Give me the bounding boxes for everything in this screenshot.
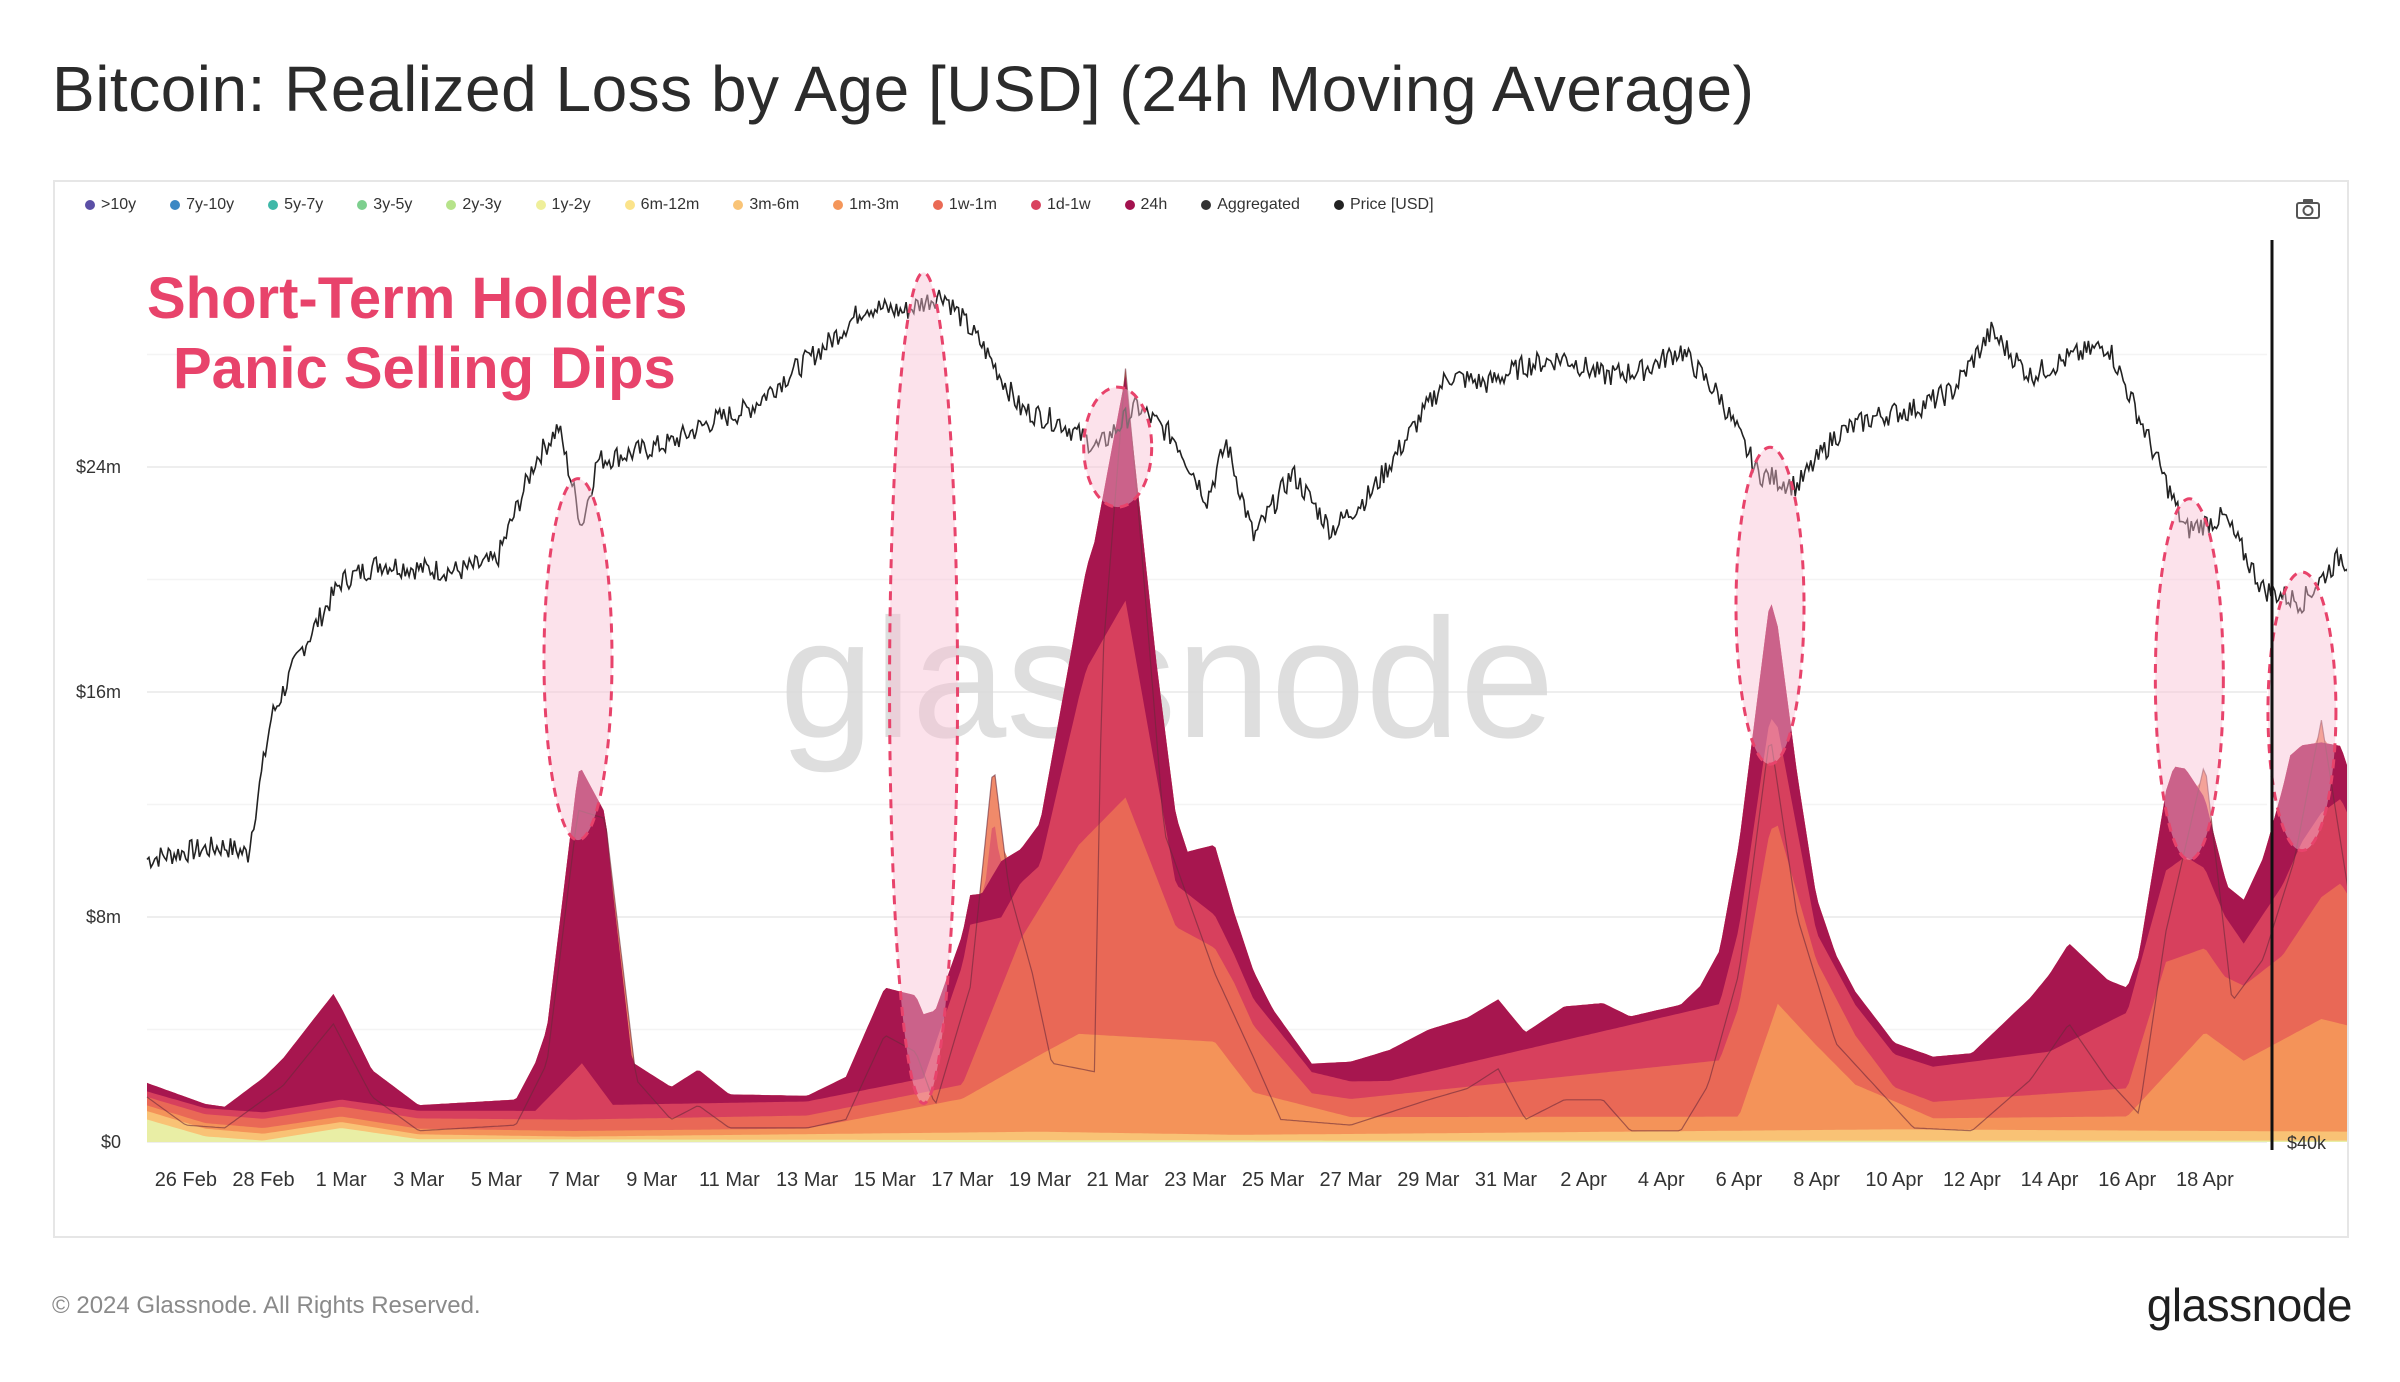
highlight-ellipse [2153,497,2225,862]
x-tick-label: 26 Feb [155,1169,217,1191]
area-1m-3m [147,1003,2347,1142]
x-tick-label: 4 Apr [1638,1169,1685,1191]
x-tick-label: 15 Mar [854,1169,917,1191]
legend-item[interactable]: 1w-1m [932,196,997,214]
legend-item[interactable]: 6m-12m [624,196,700,214]
x-tick-label: 31 Mar [1475,1169,1538,1191]
legend-label: 3m-6m [749,196,800,213]
chart-frame: >10y 7y-10y 5y-7y 3y-5y 2y-3y 1y-2y 6m-12m 3m-6… [53,180,2349,1238]
legend-label: 5y-7y [284,196,324,213]
highlight-ellipse [1734,445,1806,766]
legend-item[interactable]: Price [USD] [1333,196,1434,214]
x-tick-label: 29 Mar [1397,1169,1460,1191]
x-tick-label: 14 Apr [2021,1169,2079,1191]
x-tick-label: 18 Apr [2176,1169,2234,1191]
legend-label: 2y-3y [462,196,502,213]
highlight-ellipse [2266,570,2338,853]
legend-label: 6m-12m [640,196,700,213]
legend-swatch [932,200,943,210]
area-3m-6m [147,1111,2347,1142]
x-tick-label: 16 Apr [2098,1169,2156,1191]
x-tick-label: 23 Mar [1164,1169,1227,1191]
chart-legend: >10y 7y-10y 5y-7y 3y-5y 2y-3y 1y-2y 6m-12m 3m-6… [85,196,1468,214]
x-tick-label: 17 Mar [931,1169,994,1191]
legend-swatch [357,200,368,210]
legend-label: 1y-2y [551,196,591,213]
legend-item[interactable]: 7y-10y [170,196,234,214]
highlight-ellipse [1082,385,1154,509]
highlight-ellipse [542,477,614,842]
x-tick-label: 25 Mar [1242,1169,1305,1191]
legend-swatch [170,200,181,210]
chart-plot: glassnode $0 $8m $16m $24m $40k 26 Feb 28 Feb 1 … [76,240,2347,1191]
y-right-tick-label: $40k [2287,1133,2327,1153]
legend-item[interactable]: 3m-6m [733,196,799,214]
y-tick-label: $16m [76,682,121,702]
legend-swatch [85,200,95,210]
legend-item[interactable]: 2y-3y [446,196,502,214]
legend-swatch [268,200,279,210]
highlight-ellipse [888,270,960,1105]
legend-swatch [624,200,635,210]
legend-label: 1w-1m [948,196,997,213]
legend-label: 7y-10y [186,196,235,213]
footer-copyright: © 2024 Glassnode. All Rights Reserved. [52,1292,481,1319]
x-tick-label: 7 Mar [549,1169,600,1191]
legend-label: >10y [101,196,137,213]
x-tick-label: 6 Apr [1716,1169,1763,1191]
legend-swatch [733,200,744,210]
x-tick-label: 2 Apr [1560,1169,1607,1191]
legend-swatch [833,200,844,210]
legend-swatch [1030,200,1041,210]
x-tick-label: 27 Mar [1320,1169,1383,1191]
x-tick-label: 19 Mar [1009,1169,1072,1191]
legend-label: 3y-5y [373,196,413,213]
legend-swatch [1124,200,1135,210]
legend-swatch [1201,200,1212,210]
legend-swatch [446,200,457,210]
camera-icon[interactable] [2295,198,2321,220]
area-1y-2y [147,1119,2347,1142]
legend-item[interactable]: >10y [85,196,136,214]
legend-item[interactable]: 1y-2y [535,196,591,214]
legend-item[interactable]: 1m-3m [833,196,899,214]
legend-swatch [535,200,546,210]
y-tick-label: $8m [86,907,121,927]
legend-label: 1d-1w [1046,196,1091,213]
x-tick-label: 5 Mar [471,1169,522,1191]
watermark: glassnode [779,584,1554,774]
annotation-line-2: Panic Selling Dips [173,336,676,401]
legend-label: 1m-3m [849,196,899,213]
x-tick-label: 3 Mar [393,1169,444,1191]
x-tick-label: 8 Apr [1793,1169,1840,1191]
x-tick-label: 1 Mar [316,1169,367,1191]
legend-label: 24h [1140,196,1168,213]
legend-swatch [1333,200,1344,210]
annotation-line-1: Short-Term Holders [147,266,688,331]
x-tick-label: 28 Feb [232,1169,294,1191]
x-tick-label: 10 Apr [1865,1169,1923,1191]
line-aggregated [146,368,2347,1132]
line-price [146,289,2347,870]
x-tick-label: 9 Mar [626,1169,677,1191]
x-tick-label: 13 Mar [776,1169,839,1191]
legend-item[interactable]: 24h [1124,196,1168,214]
x-tick-label: 12 Apr [1943,1169,2001,1191]
page-title: Bitcoin: Realized Loss by Age [USD] (24h… [52,53,1755,125]
legend-label: Price [USD] [1349,196,1434,213]
legend-item[interactable]: Aggregated [1201,196,1300,214]
legend-item[interactable]: 5y-7y [268,196,323,214]
y-tick-label: $0 [101,1132,121,1152]
x-tick-label: 11 Mar [699,1169,760,1191]
legend-item[interactable]: 3y-5y [357,196,412,214]
legend-label: Aggregated [1217,196,1300,213]
footer-logo: glassnode [2146,1279,2353,1331]
y-tick-label: $24m [76,457,121,477]
x-tick-label: 21 Mar [1087,1169,1150,1191]
legend-item[interactable]: 1d-1w [1030,196,1091,214]
